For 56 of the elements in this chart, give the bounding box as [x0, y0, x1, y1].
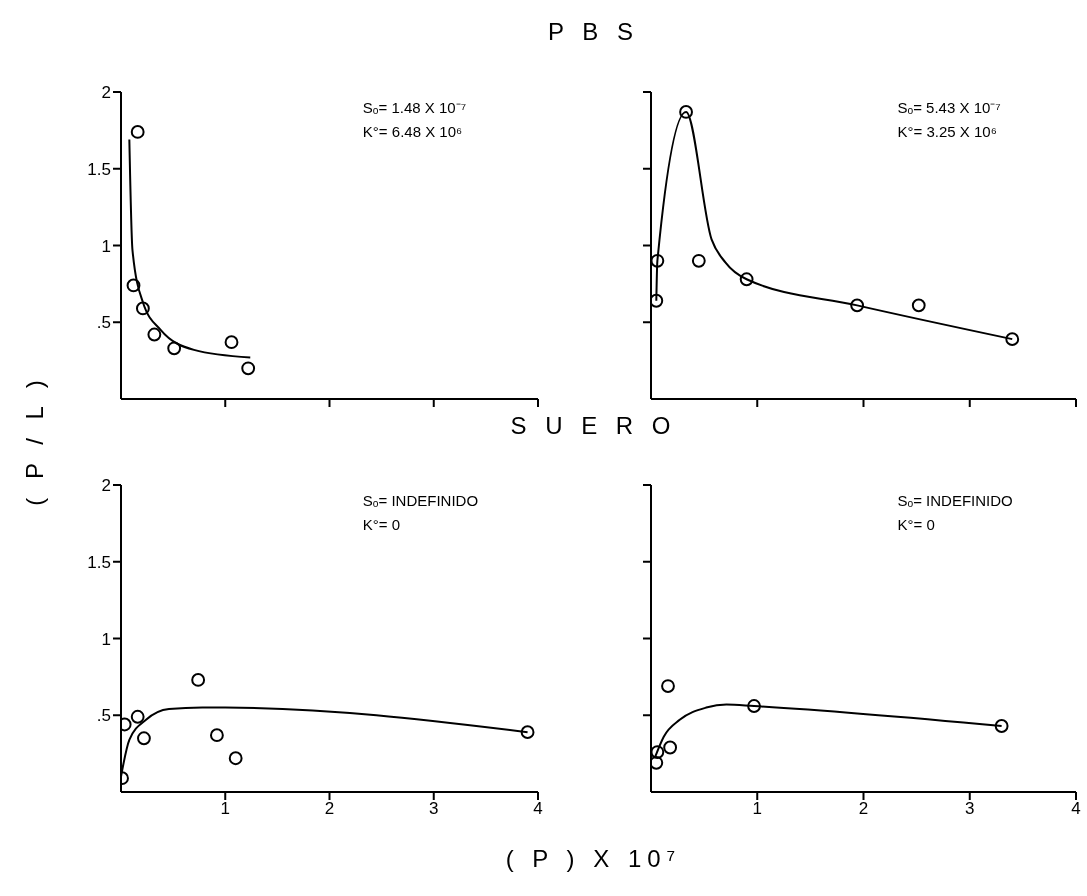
- point: [651, 253, 665, 268]
- y-tick-label: 1: [101, 236, 111, 256]
- y-tick-label: 2: [101, 476, 111, 496]
- x-tick-label: 1: [752, 799, 762, 819]
- y-tick-label: .5: [96, 706, 111, 726]
- x-tick-label: 4: [1071, 799, 1081, 819]
- point: [126, 278, 141, 293]
- annotation: Sₒ= 1.48 X 10⁻⁷: [362, 98, 467, 118]
- annotation: K°= 0: [362, 515, 402, 535]
- point: [191, 673, 206, 687]
- point: [747, 699, 761, 713]
- point: [209, 728, 224, 743]
- x-tick-label: 4: [533, 799, 543, 819]
- point: [651, 293, 664, 308]
- point: [651, 755, 664, 770]
- text: P B S: [547, 18, 640, 46]
- point: [739, 272, 754, 287]
- y-tick-label: 1.5: [87, 552, 111, 572]
- y-tick-label: 1: [101, 629, 111, 649]
- point: [1005, 332, 1020, 347]
- point: [241, 361, 256, 376]
- y-tick-label: .5: [96, 313, 111, 333]
- annotation: Sₒ= INDEFINIDO: [362, 491, 479, 511]
- point: [911, 298, 926, 313]
- point: [167, 341, 182, 356]
- annotation: K°= 3.25 X 10⁶: [897, 122, 998, 142]
- text: S U E R O: [510, 412, 677, 439]
- annotation: K°= 6.48 X 10⁶: [362, 122, 464, 142]
- x-tick-label: 3: [429, 799, 439, 819]
- x-tick-label: 2: [858, 799, 869, 819]
- point: [147, 327, 162, 342]
- point: [228, 751, 243, 766]
- point: [224, 335, 239, 350]
- x-tick-label: 3: [965, 799, 975, 819]
- point: [679, 105, 693, 119]
- annotation: Sₒ= 5.43 X 10⁻⁷: [897, 98, 1001, 118]
- annotation: Sₒ= INDEFINIDO: [897, 491, 1013, 511]
- point: [663, 740, 678, 755]
- point: [130, 125, 145, 139]
- y-tick-label: 1.5: [87, 159, 111, 179]
- x-tick-label: 1: [220, 799, 230, 819]
- line-series: [128, 138, 252, 359]
- point: [651, 745, 665, 759]
- point: [137, 731, 151, 746]
- point: [691, 253, 706, 268]
- y-axis-title: ( P / L ): [21, 374, 49, 506]
- y-tick-label: 2: [101, 83, 111, 103]
- x-tick-label: 2: [324, 799, 335, 819]
- point: [994, 719, 1009, 733]
- annotation: K°= 0: [897, 515, 936, 535]
- point: [661, 679, 675, 693]
- x-axis-title: ( P ) X 10⁷: [504, 845, 683, 873]
- point: [135, 301, 150, 316]
- point: [520, 725, 535, 740]
- point: [130, 709, 145, 724]
- point: [850, 298, 865, 313]
